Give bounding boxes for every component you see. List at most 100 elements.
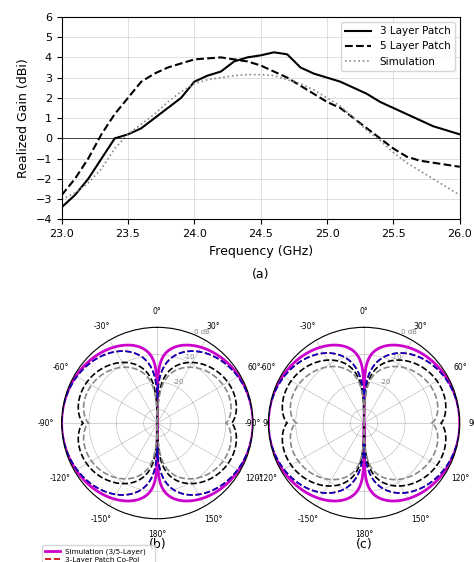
5 Layer Patch (404, 153, 410, 160)
Simulation (324, 94, 330, 101)
5 Layer Patch (457, 164, 463, 170)
Simulation (218, 74, 224, 81)
5 Layer Patch (417, 157, 423, 164)
5 Layer Patch (377, 135, 383, 142)
Simulation (284, 76, 290, 83)
Simulation (245, 71, 250, 78)
3 Layer Patch (430, 123, 436, 130)
Simulation (377, 137, 383, 144)
3 Layer Patch (298, 64, 303, 71)
3 Layer Patch (165, 105, 171, 111)
5 Layer Patch (351, 115, 356, 121)
Simulation (112, 145, 118, 152)
Line: 3 Layer Patch: 3 Layer Patch (62, 52, 460, 207)
3 Layer Patch (258, 52, 264, 58)
5 Layer Patch (72, 175, 78, 182)
Simulation (298, 80, 303, 87)
Simulation (85, 180, 91, 187)
Simulation (351, 115, 356, 121)
5 Layer Patch (271, 68, 277, 75)
Line: 5 Layer Patch: 5 Layer Patch (62, 57, 460, 195)
5 Layer Patch (245, 58, 250, 65)
Simulation (231, 72, 237, 79)
3 Layer Patch (417, 117, 423, 124)
5 Layer Patch (324, 98, 330, 105)
Simulation (165, 98, 171, 105)
Simulation (59, 196, 64, 202)
3 Layer Patch (284, 51, 290, 58)
3 Layer Patch (444, 127, 449, 134)
Simulation (178, 88, 184, 95)
Simulation (311, 87, 317, 93)
Simulation (138, 121, 144, 128)
Text: (a): (a) (252, 268, 269, 281)
Simulation (457, 192, 463, 198)
Simulation (364, 127, 370, 134)
5 Layer Patch (152, 70, 157, 77)
3 Layer Patch (125, 131, 131, 138)
5 Layer Patch (205, 55, 210, 62)
5 Layer Patch (391, 145, 396, 152)
3 Layer Patch (138, 125, 144, 132)
Simulation (258, 71, 264, 78)
5 Layer Patch (364, 125, 370, 132)
5 Layer Patch (125, 94, 131, 101)
3 Layer Patch (205, 72, 210, 79)
Simulation (205, 76, 210, 83)
Legend: Simulation (3/5-Layer), 3-Layer Patch Co-Pol, 3-Layer Patch  Cross-Pol, 5-Layer : Simulation (3/5-Layer), 3-Layer Patch Co… (42, 545, 155, 562)
3 Layer Patch (324, 74, 330, 81)
3 Layer Patch (351, 84, 356, 91)
X-axis label: Frequency (GHz): Frequency (GHz) (209, 244, 313, 258)
Simulation (191, 80, 197, 87)
Simulation (337, 103, 343, 110)
3 Layer Patch (245, 54, 250, 61)
Y-axis label: Realized Gain (dBi): Realized Gain (dBi) (17, 58, 30, 178)
Simulation (125, 131, 131, 138)
5 Layer Patch (231, 56, 237, 63)
5 Layer Patch (112, 111, 118, 117)
3 Layer Patch (404, 111, 410, 117)
3 Layer Patch (457, 131, 463, 138)
3 Layer Patch (99, 155, 104, 162)
Simulation (417, 167, 423, 174)
5 Layer Patch (138, 78, 144, 85)
Simulation (99, 165, 104, 172)
3 Layer Patch (377, 98, 383, 105)
5 Layer Patch (99, 131, 104, 138)
3 Layer Patch (72, 192, 78, 198)
5 Layer Patch (444, 161, 449, 168)
3 Layer Patch (311, 70, 317, 77)
3 Layer Patch (337, 78, 343, 85)
5 Layer Patch (284, 74, 290, 81)
5 Layer Patch (218, 54, 224, 61)
3 Layer Patch (218, 68, 224, 75)
3 Layer Patch (59, 204, 64, 211)
Simulation (391, 149, 396, 156)
5 Layer Patch (258, 62, 264, 69)
Text: (b): (b) (148, 538, 166, 551)
3 Layer Patch (231, 58, 237, 65)
Line: Simulation: Simulation (62, 75, 460, 199)
5 Layer Patch (165, 64, 171, 71)
Simulation (404, 160, 410, 166)
Text: (c): (c) (356, 538, 373, 551)
5 Layer Patch (85, 155, 91, 162)
Simulation (444, 184, 449, 191)
3 Layer Patch (112, 135, 118, 142)
Legend: 3 Layer Patch, 5 Layer Patch, Simulation: 3 Layer Patch, 5 Layer Patch, Simulation (341, 22, 455, 71)
5 Layer Patch (337, 105, 343, 111)
3 Layer Patch (271, 49, 277, 56)
3 Layer Patch (178, 94, 184, 101)
3 Layer Patch (191, 78, 197, 85)
5 Layer Patch (178, 60, 184, 67)
5 Layer Patch (191, 56, 197, 63)
3 Layer Patch (391, 105, 396, 111)
Simulation (430, 175, 436, 182)
3 Layer Patch (152, 115, 157, 121)
Simulation (271, 72, 277, 79)
Simulation (72, 190, 78, 197)
5 Layer Patch (430, 160, 436, 166)
5 Layer Patch (59, 192, 64, 198)
5 Layer Patch (311, 90, 317, 97)
Simulation (152, 111, 157, 117)
